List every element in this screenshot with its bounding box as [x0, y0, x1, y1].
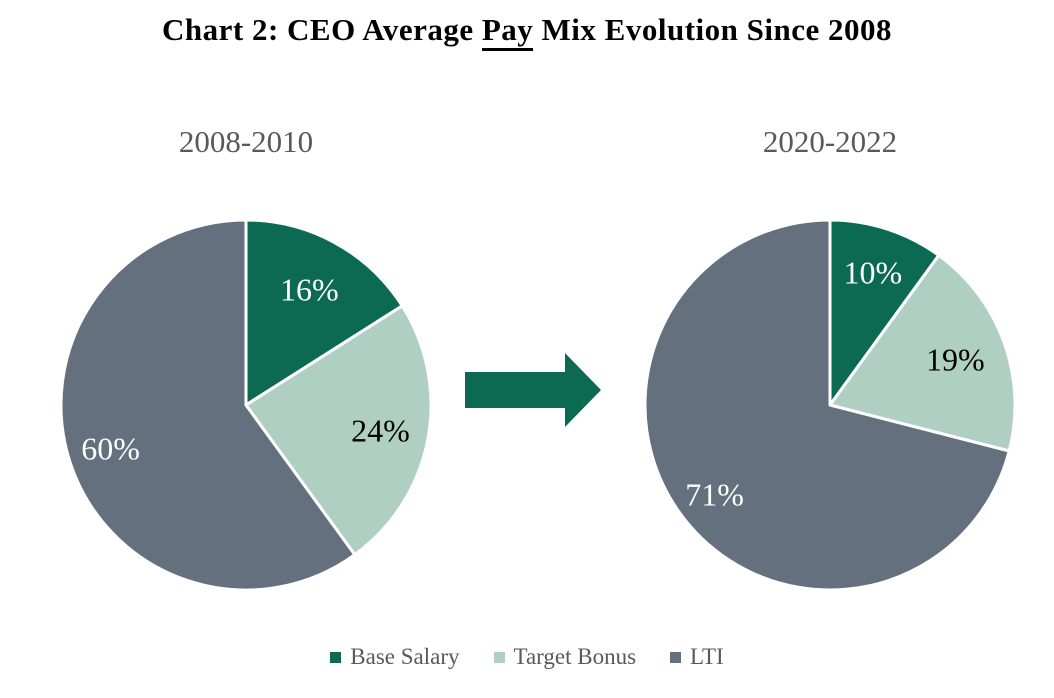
legend-item-target-bonus: Target Bonus — [493, 644, 637, 670]
pie-slice-target-bonus — [828, 253, 1017, 453]
pie-slice-lti — [643, 218, 1011, 592]
legend-swatch-target-bonus — [493, 651, 505, 663]
legend-item-base-salary: Base Salary — [330, 644, 460, 670]
pie-slice-lti — [59, 218, 357, 592]
legend-label-base-salary: Base Salary — [350, 644, 460, 669]
chart-title-prefix: Chart 2: CEO Average — [161, 12, 482, 47]
legend-label-target-bonus: Target Bonus — [513, 644, 637, 669]
pie-chart-2020-2022: 10% 19% 71% — [642, 217, 1018, 593]
legend-swatch-base-salary — [330, 651, 342, 663]
chart-legend: Base Salary Target Bonus LTI — [0, 644, 1054, 670]
legend-label-lti: LTI — [690, 644, 724, 669]
chart-title-suffix: Mix Evolution Since 2008 — [533, 12, 892, 47]
pie-chart-2008-2010: 16% 24% 60% — [58, 217, 434, 593]
arrow-right-svg — [465, 353, 601, 427]
pie-slice-base-salary — [244, 218, 404, 407]
pie-chart-2008-2010-svg — [59, 218, 433, 592]
legend-item-lti: LTI — [670, 644, 724, 670]
arrow-right-shape — [465, 353, 601, 427]
legend-swatch-lti — [670, 651, 682, 663]
pie-subtitle-2020-2022: 2020-2022 — [762, 124, 898, 159]
chart-title: Chart 2: CEO Average Pay Mix Evolution S… — [0, 12, 1054, 51]
pie-subtitle-2008-2010: 2008-2010 — [178, 124, 314, 159]
pie-chart-2020-2022-svg — [643, 218, 1017, 592]
chart-title-underlined-word: Pay — [481, 12, 534, 51]
arrow-right-icon — [460, 340, 610, 440]
pie-slice-base-salary — [828, 218, 941, 407]
pie-slice-target-bonus — [244, 304, 433, 557]
